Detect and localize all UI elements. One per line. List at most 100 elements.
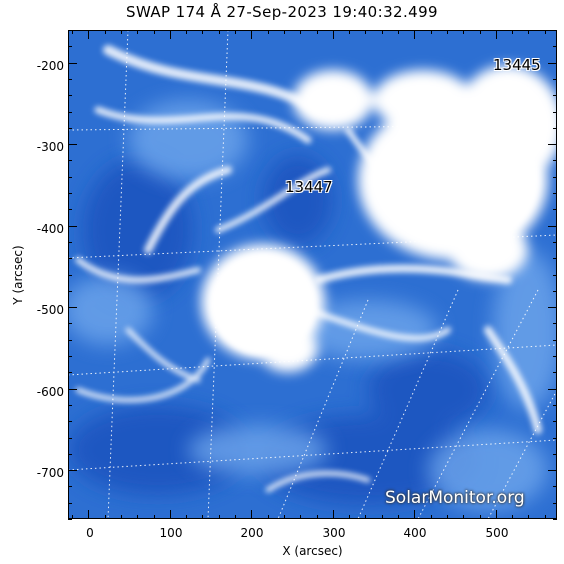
active-region-label-13447: 13447 xyxy=(285,178,333,196)
y-tick-label: -700 xyxy=(36,466,64,480)
y-minor-tick-right xyxy=(553,519,557,520)
y-minor-tick xyxy=(68,258,72,259)
y-major-tick-right xyxy=(548,63,557,64)
x-tick-label: 400 xyxy=(403,526,427,540)
x-minor-tick-top xyxy=(431,30,432,34)
x-minor-tick xyxy=(480,515,481,519)
x-major-tick-top xyxy=(88,30,89,39)
y-minor-tick xyxy=(68,128,72,129)
y-minor-tick-right xyxy=(553,112,557,113)
x-minor-tick-top xyxy=(317,30,318,34)
y-minor-tick-right xyxy=(553,209,557,210)
x-minor-tick xyxy=(202,515,203,519)
x-major-tick xyxy=(251,510,252,519)
x-minor-tick xyxy=(528,515,529,519)
x-minor-tick-top xyxy=(300,30,301,34)
x-minor-tick xyxy=(300,515,301,519)
x-minor-tick-top xyxy=(528,30,529,34)
x-tick-label: 200 xyxy=(240,526,264,540)
y-minor-tick xyxy=(68,323,72,324)
y-minor-tick xyxy=(68,503,72,504)
y-minor-tick xyxy=(68,275,72,276)
y-minor-tick-right xyxy=(553,340,557,341)
y-major-tick-right xyxy=(548,144,557,145)
x-minor-tick xyxy=(431,515,432,519)
x-minor-tick xyxy=(186,515,187,519)
x-minor-tick-top xyxy=(268,30,269,34)
y-tick-label: -300 xyxy=(36,140,64,154)
x-major-tick xyxy=(496,510,497,519)
y-minor-tick xyxy=(68,46,72,47)
y-minor-tick-right xyxy=(553,421,557,422)
y-minor-tick-right xyxy=(553,486,557,487)
x-tick-label: 100 xyxy=(159,526,183,540)
x-minor-tick-top xyxy=(105,30,106,34)
x-minor-tick xyxy=(154,515,155,519)
y-minor-tick-right xyxy=(553,372,557,373)
x-axis-label: X (arcsec) xyxy=(282,544,343,558)
x-minor-tick xyxy=(447,515,448,519)
x-minor-tick-top xyxy=(447,30,448,34)
x-major-tick xyxy=(333,510,334,519)
y-tick-label: -600 xyxy=(36,385,64,399)
x-minor-tick-top xyxy=(121,30,122,34)
x-major-tick xyxy=(170,510,171,519)
y-tick-label: -200 xyxy=(36,59,64,73)
x-minor-tick xyxy=(235,515,236,519)
x-minor-tick xyxy=(268,515,269,519)
x-tick-label: 500 xyxy=(485,526,509,540)
y-minor-tick xyxy=(68,372,72,373)
y-minor-tick xyxy=(68,291,72,292)
y-minor-tick xyxy=(68,177,72,178)
y-major-tick xyxy=(68,307,77,308)
y-major-tick xyxy=(68,389,77,390)
y-minor-tick xyxy=(68,486,72,487)
x-minor-tick xyxy=(284,515,285,519)
y-minor-tick xyxy=(68,112,72,113)
y-minor-tick xyxy=(68,421,72,422)
x-minor-tick-top xyxy=(365,30,366,34)
y-minor-tick-right xyxy=(553,193,557,194)
y-major-tick-right xyxy=(548,470,557,471)
y-minor-tick-right xyxy=(553,356,557,357)
x-major-tick-top xyxy=(333,30,334,39)
x-minor-tick xyxy=(545,515,546,519)
x-minor-tick-top xyxy=(480,30,481,34)
y-tick-label: -400 xyxy=(36,222,64,236)
y-major-tick xyxy=(68,144,77,145)
x-major-tick-top xyxy=(170,30,171,39)
y-axis-label: Y (arcsec) xyxy=(11,245,25,305)
x-minor-tick xyxy=(349,515,350,519)
y-major-tick-right xyxy=(548,307,557,308)
x-major-tick xyxy=(414,510,415,519)
y-minor-tick xyxy=(68,356,72,357)
y-minor-tick-right xyxy=(553,291,557,292)
x-minor-tick-top xyxy=(545,30,546,34)
x-minor-tick xyxy=(382,515,383,519)
y-minor-tick-right xyxy=(553,46,557,47)
x-minor-tick-top xyxy=(202,30,203,34)
y-minor-tick-right xyxy=(553,275,557,276)
x-minor-tick xyxy=(398,515,399,519)
y-minor-tick-right xyxy=(553,503,557,504)
x-minor-tick xyxy=(121,515,122,519)
x-minor-tick xyxy=(72,515,73,519)
y-minor-tick xyxy=(68,95,72,96)
x-minor-tick-top xyxy=(284,30,285,34)
image-title: SWAP 174 Å 27-Sep-2023 19:40:32.499 xyxy=(126,3,438,21)
x-minor-tick xyxy=(219,515,220,519)
x-minor-tick xyxy=(317,515,318,519)
y-major-tick-right xyxy=(548,226,557,227)
x-minor-tick-top xyxy=(349,30,350,34)
x-tick-label: 0 xyxy=(86,526,94,540)
y-minor-tick xyxy=(68,209,72,210)
y-minor-tick xyxy=(68,193,72,194)
x-tick-label: 300 xyxy=(322,526,346,540)
y-major-tick xyxy=(68,470,77,471)
y-minor-tick-right xyxy=(553,128,557,129)
y-tick-label: -500 xyxy=(36,303,64,317)
y-minor-tick-right xyxy=(553,242,557,243)
y-minor-tick-right xyxy=(553,405,557,406)
y-minor-tick-right xyxy=(553,79,557,80)
y-major-tick xyxy=(68,63,77,64)
